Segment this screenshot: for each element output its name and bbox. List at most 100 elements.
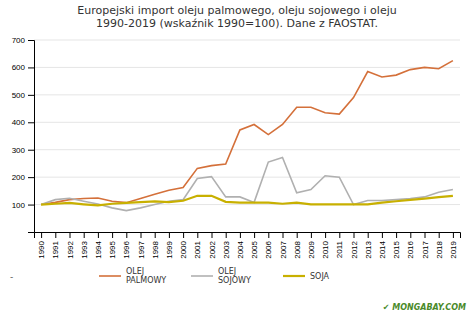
- x-tick: 1995: [108, 232, 117, 259]
- x-tick-mark: [41, 232, 42, 238]
- x-tick-mark: [55, 232, 56, 238]
- x-tick: 2015: [392, 232, 401, 259]
- x-tick-mark: [169, 232, 170, 238]
- legend-entry: OLEJPALMOWY: [99, 267, 166, 286]
- x-tick-mark: [396, 232, 397, 238]
- x-tick-mark: [325, 232, 326, 238]
- y-tick-label: 300: [12, 146, 26, 155]
- x-tick: 2005: [250, 232, 259, 259]
- x-tick: 2006: [264, 232, 273, 259]
- x-tick-mark: [283, 232, 284, 238]
- y-tick-mark: [28, 177, 34, 178]
- x-tick: 1996: [122, 232, 131, 259]
- y-tick-mark: [28, 95, 34, 96]
- y-tick-label: 200: [12, 173, 26, 182]
- x-tick: 2019: [449, 232, 458, 259]
- x-tick-label: 1994: [94, 240, 103, 258]
- y-tick: 700: [12, 36, 34, 45]
- y-tick-label: 100: [12, 201, 26, 210]
- x-tick-mark: [339, 232, 340, 238]
- x-axis: 1990 1991 1992 1993 1994 1995 1996 1997 1998 1999…: [35, 232, 461, 259]
- x-tick-label: 2000: [179, 240, 188, 258]
- x-tick: 2016: [406, 232, 415, 259]
- x-tick-label: 2007: [279, 240, 288, 258]
- x-tick-label: 1995: [108, 240, 117, 258]
- x-tick-label: 2009: [307, 240, 316, 258]
- x-tick: 2002: [208, 232, 217, 259]
- x-tick-label: 2006: [264, 240, 273, 258]
- x-tick-mark: [126, 232, 127, 238]
- x-tick-label: 2016: [406, 240, 415, 258]
- grid-line: [34, 177, 460, 178]
- x-tick-mark: [410, 232, 411, 238]
- x-tick-mark: [155, 232, 156, 238]
- x-tick-label: 2012: [350, 240, 359, 258]
- y-axis-line: [28, 41, 35, 233]
- legend-swatch: [99, 275, 121, 277]
- title-line: 1990-2019 (wskaźnik 1990=100). Dane z FA…: [96, 17, 378, 30]
- x-axis-line: [35, 233, 461, 239]
- grid-line: [34, 122, 460, 123]
- x-tick-label: 2010: [321, 240, 330, 258]
- grid-line: [34, 67, 460, 68]
- x-tick-label: 1999: [165, 240, 174, 258]
- x-tick-mark: [268, 232, 269, 238]
- x-tick: 2010: [321, 232, 330, 259]
- y-tick-mark: [28, 122, 34, 123]
- title-line: Europejski import oleju palmowego, oleju…: [77, 4, 396, 17]
- x-tick-mark: [453, 232, 454, 238]
- x-tick-label: 1998: [151, 240, 160, 258]
- x-tick-label: 1993: [80, 240, 89, 258]
- x-tick: 2017: [421, 232, 430, 259]
- x-tick-mark: [439, 232, 440, 238]
- x-tick-mark: [141, 232, 142, 238]
- x-tick-label: 2017: [421, 240, 430, 258]
- x-tick-label: 2015: [392, 240, 401, 258]
- y-tick: 100: [12, 201, 34, 210]
- lines: [41, 61, 453, 211]
- x-tick-label: 2004: [236, 240, 245, 258]
- series-line: [41, 196, 453, 206]
- x-tick-mark: [98, 232, 99, 238]
- x-tick-label: 1990: [37, 240, 46, 258]
- x-tick-mark: [226, 232, 227, 238]
- legend-entry: OLEJSOJOWY: [191, 267, 251, 286]
- legend-swatch: [283, 275, 305, 277]
- legend-label: OLEJPALMOWY: [126, 267, 166, 286]
- legend-label-line: SOJOWY: [218, 276, 251, 285]
- x-tick: 1991: [51, 232, 60, 259]
- x-tick: 2014: [378, 232, 387, 259]
- legend-label-line: OLEJ: [126, 267, 144, 276]
- x-tick-mark: [70, 232, 71, 238]
- grid-line: [34, 94, 460, 95]
- x-tick-mark: [112, 232, 113, 238]
- x-tick-label: 2011: [335, 240, 344, 258]
- x-tick-label: 2019: [449, 240, 458, 258]
- x-tick: 2001: [193, 232, 202, 259]
- legend-label-line: OLEJ: [218, 267, 236, 276]
- y-tick: 500: [12, 91, 34, 100]
- x-tick: 2011: [335, 232, 344, 258]
- x-tick: 2008: [293, 232, 302, 259]
- x-tick: 2007: [279, 232, 288, 259]
- series-line: [41, 61, 453, 205]
- y-tick-mark: [28, 40, 34, 41]
- x-tick-mark: [197, 232, 198, 238]
- legend: OLEJPALMOWYOLEJSOJOWYSOJA: [99, 267, 330, 286]
- x-tick: 2013: [364, 232, 373, 259]
- x-tick-mark: [354, 232, 355, 238]
- x-tick-label: 1992: [66, 240, 75, 258]
- y-tick-mark: [28, 205, 34, 206]
- annotation: -: [10, 272, 13, 282]
- x-tick-label: 2005: [250, 240, 259, 258]
- x-tick: 1992: [66, 232, 75, 259]
- annotation: ✔ MONGABAY.COM: [383, 303, 466, 312]
- x-tick: 1999: [165, 232, 174, 259]
- series-line: [41, 157, 453, 210]
- y-tick-label: 500: [12, 91, 26, 100]
- x-tick: 2012: [350, 232, 359, 259]
- x-tick-label: 1997: [137, 240, 146, 258]
- x-tick: 2004: [236, 232, 245, 259]
- y-tick-mark: [28, 67, 34, 68]
- x-tick-label: 2014: [378, 240, 387, 258]
